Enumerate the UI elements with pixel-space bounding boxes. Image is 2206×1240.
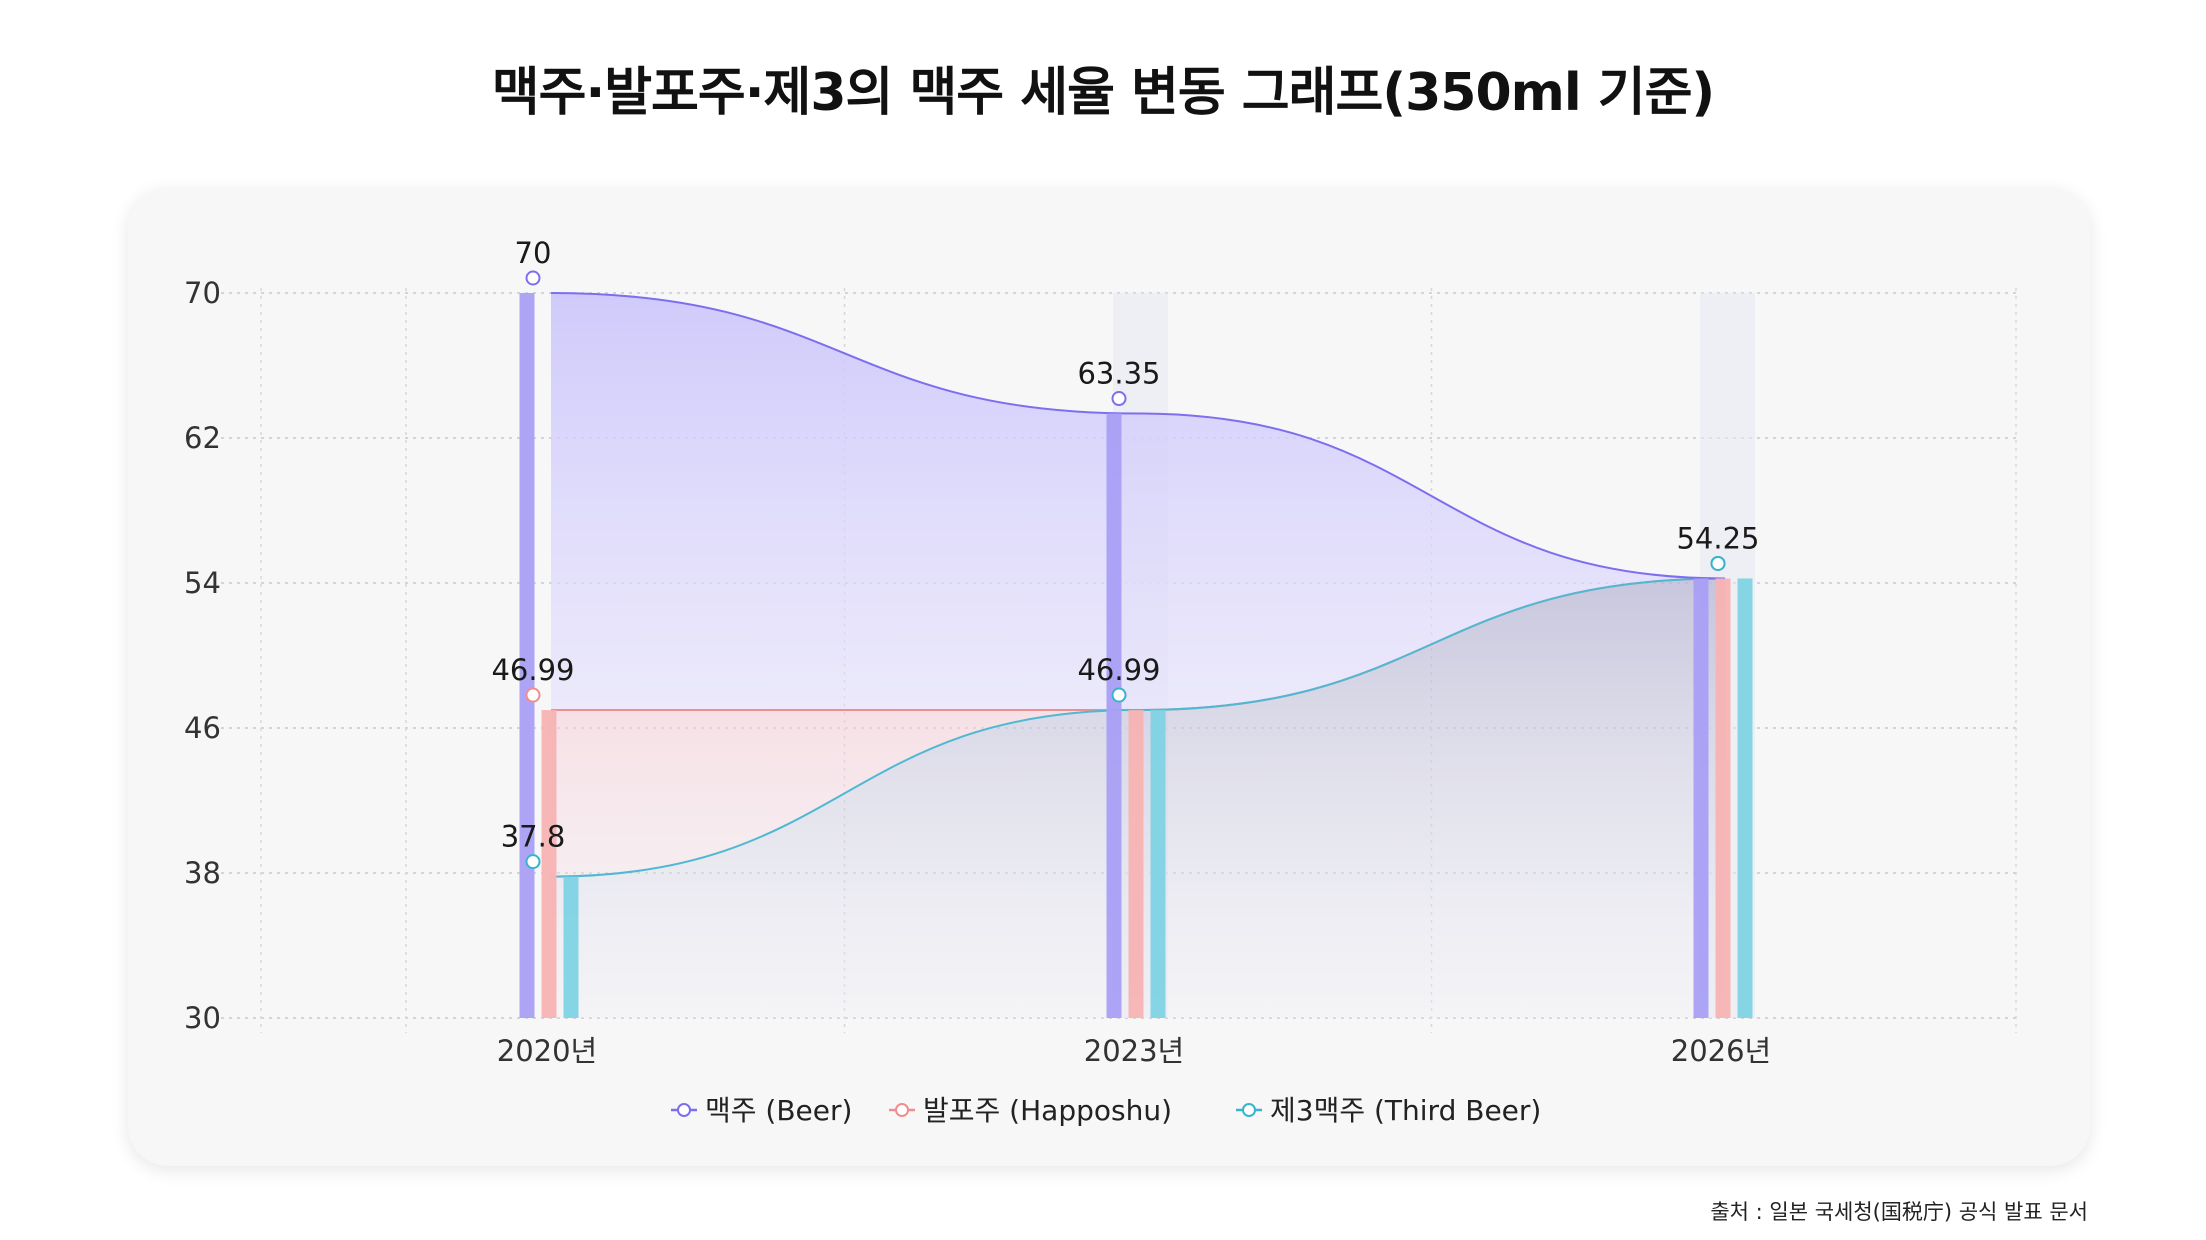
point-happoshu <box>525 687 541 703</box>
bar-happoshu <box>1128 710 1144 1018</box>
point-beer <box>1111 391 1127 407</box>
chart-card: 70 63.35 54.25 46.99 46.99 37.8 30 38 46 54 62 70 20… <box>128 188 2090 1166</box>
bar-beer <box>519 293 535 1018</box>
data-label: 46.99 <box>1077 653 1160 687</box>
y-tick-label: 38 <box>184 856 221 890</box>
legend-label: 제3맥주 (Third Beer) <box>1270 1094 1541 1127</box>
data-label: 54.25 <box>1676 521 1759 555</box>
area-beer <box>551 293 1725 711</box>
bar-happoshu <box>1715 578 1731 1018</box>
bar-third-beer <box>1737 578 1753 1018</box>
y-tick-label: 46 <box>184 711 221 745</box>
point-beer <box>525 270 541 286</box>
area-happoshu <box>551 578 1725 877</box>
y-tick-label: 70 <box>184 276 221 310</box>
point-third-beer <box>525 854 541 870</box>
data-label: 70 <box>515 236 552 270</box>
x-tick-label: 2020년 <box>497 1034 597 1068</box>
line-beer <box>550 292 1726 580</box>
y-tick-label: 30 <box>184 1001 221 1035</box>
legend-label: 발포주 (Happoshu) <box>923 1094 1172 1127</box>
data-label: 46.99 <box>491 653 574 687</box>
y-tick-label: 62 <box>184 421 221 455</box>
point-third-beer <box>1111 687 1127 703</box>
legend-label: 맥주 (Beer) <box>705 1094 852 1127</box>
data-label: 63.35 <box>1077 357 1160 391</box>
legend-marker <box>895 1103 909 1117</box>
x-tick-label: 2026년 <box>1671 1034 1771 1068</box>
chart-title: 맥주·발포주·제3의 맥주 세율 변동 그래프(350ml 기준) <box>491 63 1715 123</box>
legend-marker <box>1242 1103 1256 1117</box>
bar-beer <box>1106 413 1122 1018</box>
legend-marker <box>677 1103 691 1117</box>
bar-third-beer <box>563 876 579 1018</box>
chart: 70 63.35 54.25 46.99 46.99 37.8 30 38 46 54 62 70 20… <box>184 236 2017 1127</box>
bar-happoshu <box>541 710 557 1018</box>
data-label: 37.8 <box>501 820 566 854</box>
bar-third-beer <box>1150 710 1166 1018</box>
x-tick-label: 2023년 <box>1084 1034 1184 1068</box>
point-third-beer <box>1710 555 1726 571</box>
bar-beer <box>1693 578 1709 1018</box>
source-note: 출처 : 일본 국세청(国税庁) 공식 발표 문서 <box>1710 1200 2088 1224</box>
y-tick-label: 54 <box>184 566 221 600</box>
